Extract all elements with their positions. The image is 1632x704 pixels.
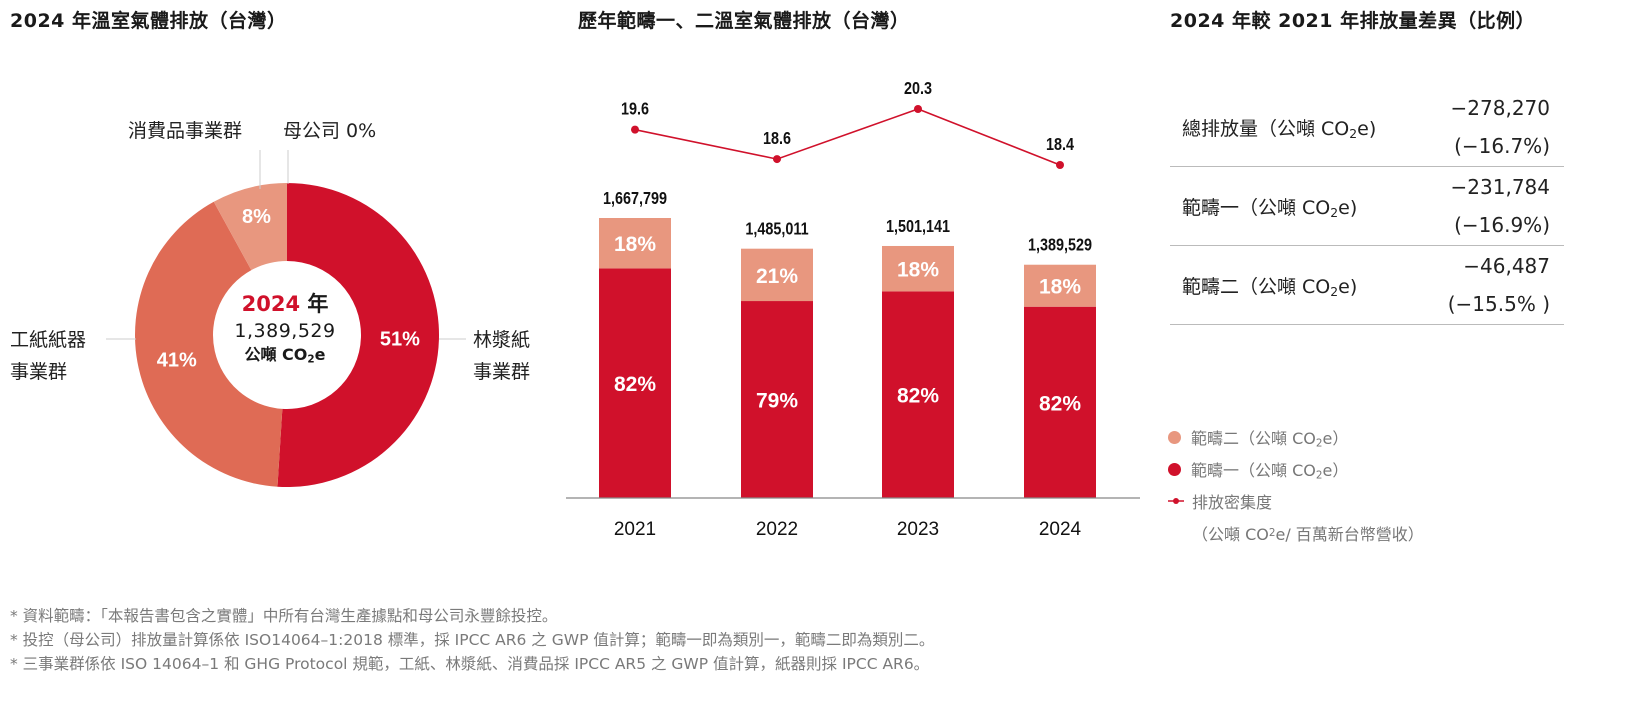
donut-center: 2024 年 1,389,529 公噸 CO2e [212, 290, 358, 371]
label-industrial-line1: 工紙紙器 [10, 329, 87, 351]
donut-slice [277, 183, 440, 488]
x-tick-label: 2024 [1039, 519, 1082, 540]
diff-row-label: 範疇一（公噸 CO2e) [1182, 197, 1358, 221]
bar-scope1 [1024, 306, 1096, 498]
donut-slice-label: 41% [157, 350, 197, 372]
bar-scope1-label: 82% [614, 373, 656, 396]
diff-row-label: 範疇二（公噸 CO2e) [1182, 276, 1358, 300]
bar-scope1-label: 82% [897, 385, 939, 408]
legend-dot-scope1-icon [1168, 462, 1181, 476]
legend-line-marker-icon [1168, 498, 1184, 504]
intensity-value-label: 18.6 [763, 129, 791, 149]
legend-dot-scope2-icon [1168, 430, 1181, 444]
chart-legend: 範疇二（公噸 CO2e） 範疇一（公噸 CO2e） 排放密集度 （公噸 CO 2 e… [1168, 421, 1424, 549]
legend-intensity-unit: （公噸 CO 2 e/ 百萬新台幣營收） [1192, 525, 1424, 544]
donut-slice [135, 201, 283, 487]
diff-row-pct: (−15.5% ) [1447, 292, 1550, 316]
donut-chart: 51% 41% 8% [106, 150, 466, 488]
diff-row-label: 總排放量（公噸 CO2e) [1182, 118, 1377, 142]
footnote: * 投控（母公司）排放量計算係依 ISO14064–1:2018 標準，採 IP… [10, 631, 935, 649]
label-pulp-line2: 事業群 [473, 361, 531, 383]
bar-scope2 [1024, 264, 1096, 307]
footnote: * 三事業群係依 ISO 14064–1 和 GHG Protocol 規範，工… [10, 655, 930, 673]
legend-label: 範疇二（公噸 CO2e） [1191, 428, 1349, 450]
bar-total-label: 1,389,529 [1028, 235, 1092, 255]
bar-chart-title: 歷年範疇一、二溫室氣體排放（台灣） [578, 10, 910, 32]
legend-item-intensity: 排放密集度 [1168, 485, 1424, 517]
bar-total-label: 1,667,799 [603, 189, 667, 209]
donut-slice-label: 8% [242, 206, 271, 228]
intensity-point [631, 125, 639, 134]
intensity-line [634, 108, 1061, 166]
bar-scope2 [882, 245, 954, 292]
x-tick-label: 2022 [756, 519, 798, 540]
bar-scope2-label: 18% [897, 259, 939, 282]
legend-item-scope2: 範疇二（公噸 CO2e） [1168, 421, 1424, 453]
bar-scope2-label: 18% [614, 233, 656, 256]
donut-slice [213, 183, 287, 271]
bar-scope2-label: 21% [756, 265, 798, 288]
x-tick-label: 2023 [897, 519, 939, 540]
bar-total-label: 1,501,141 [886, 217, 950, 237]
bar-total-label: 1,485,011 [745, 219, 808, 239]
diff-row-total: 總排放量（公噸 CO2e) −278,270 (−16.7%) [1170, 88, 1564, 167]
label-parent-company: 母公司 0% [283, 120, 377, 142]
legend-label: 排放密集度 [1192, 493, 1273, 512]
diff-row-scope2: 範疇二（公噸 CO2e) −46,487 (−15.5% ) [1170, 246, 1564, 325]
bar-scope1-label: 82% [1039, 392, 1081, 415]
diff-row-value: −46,487 [1463, 254, 1550, 278]
bar-scope1 [741, 301, 813, 498]
diff-row-scope1: 範疇一（公噸 CO2e) −231,784 (−16.9%) [1170, 167, 1564, 246]
donut-center-unit: 公噸 CO2e [244, 345, 326, 366]
diff-row-value: −278,270 [1450, 96, 1550, 120]
diff-row-pct: (−16.9%) [1454, 213, 1550, 237]
donut-slice-label: 51% [380, 329, 420, 351]
bar-scope2 [599, 218, 671, 269]
intensity-value-label: 19.6 [621, 99, 649, 119]
donut-center-year-suffix: 年 [307, 292, 329, 316]
label-pulp-line1: 林漿紙 [473, 329, 531, 351]
bar-scope2-label: 18% [1039, 276, 1081, 299]
diff-row-pct: (−16.7%) [1454, 134, 1550, 158]
label-consumer-group: 消費品事業群 [128, 120, 243, 142]
bar-scope1-label: 79% [756, 390, 798, 413]
footnotes: * 資料範疇：「本報告書包含之實體」中所有台灣生產據點和母公司永豐餘投控。 * … [10, 604, 934, 676]
diff-table-title: 2024 年較 2021 年排放量差異（比例） [1170, 10, 1536, 32]
donut-center-total: 1,389,529 [234, 320, 336, 342]
intensity-point [773, 155, 781, 164]
donut-center-year: 2024 [241, 292, 301, 316]
intensity-value-label: 18.4 [1046, 135, 1074, 155]
diff-row-value: −231,784 [1450, 175, 1550, 199]
x-tick-label: 2021 [614, 519, 656, 540]
intensity-point [914, 105, 922, 113]
intensity-point [1056, 161, 1064, 169]
intensity-value-label: 20.3 [904, 79, 932, 99]
bar-scope1 [599, 268, 671, 498]
bar-line-chart: 82% 18% 1,667,799 79% 21% 1,485,011 82% 18% 1,50… [566, 79, 1140, 540]
footnote: * 資料範疇：「本報告書包含之實體」中所有台灣生產據點和母公司永豐餘投控。 [10, 607, 558, 625]
legend-item-scope1: 範疇一（公噸 CO2e） [1168, 453, 1424, 485]
legend-label: 範疇一（公噸 CO2e） [1191, 460, 1349, 482]
bar-scope2 [741, 248, 813, 302]
bar-scope1 [882, 291, 954, 498]
donut-chart-title: 2024 年溫室氣體排放（台灣） [10, 10, 287, 32]
label-industrial-line2: 事業群 [10, 361, 68, 383]
